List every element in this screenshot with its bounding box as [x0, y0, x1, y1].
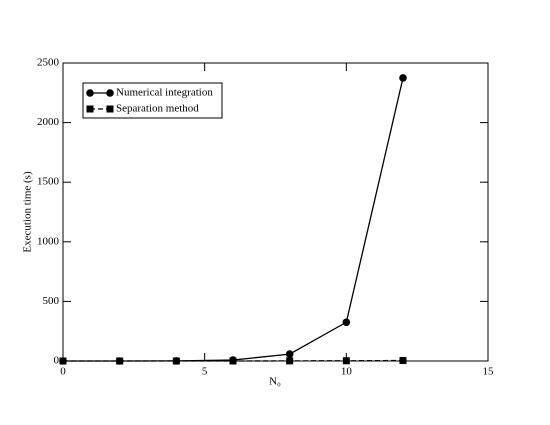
marker [229, 357, 237, 365]
x-tick-label: 15 [483, 366, 495, 378]
y-tick-label: 0 [54, 355, 60, 367]
legend-label: Separation method [116, 103, 199, 115]
marker [399, 74, 407, 82]
series-line [63, 77, 404, 362]
x-axis-label: N₀ [269, 376, 281, 388]
y-axis-label: Execution time (s) [22, 171, 34, 253]
x-tick-label: 10 [341, 366, 353, 378]
y-tick-label: 500 [43, 295, 60, 307]
y-tick-label: 1000 [37, 235, 60, 247]
marker [172, 357, 180, 365]
x-tick-label: 0 [60, 366, 66, 378]
legend-label: Numerical integration [116, 87, 213, 99]
marker [116, 357, 124, 365]
y-tick-label: 1500 [37, 176, 60, 188]
marker [285, 350, 294, 358]
marker [106, 105, 114, 113]
x-tick-label: 5 [202, 366, 208, 378]
y-tick-label: 2000 [37, 116, 60, 128]
marker [86, 89, 94, 97]
marker [342, 318, 351, 327]
marker [86, 105, 94, 113]
marker [286, 357, 294, 365]
y-tick-label: 2500 [37, 57, 60, 69]
marker [342, 357, 350, 365]
marker [59, 357, 67, 365]
legend-box [82, 82, 223, 119]
marker [106, 89, 114, 97]
marker [399, 357, 407, 365]
